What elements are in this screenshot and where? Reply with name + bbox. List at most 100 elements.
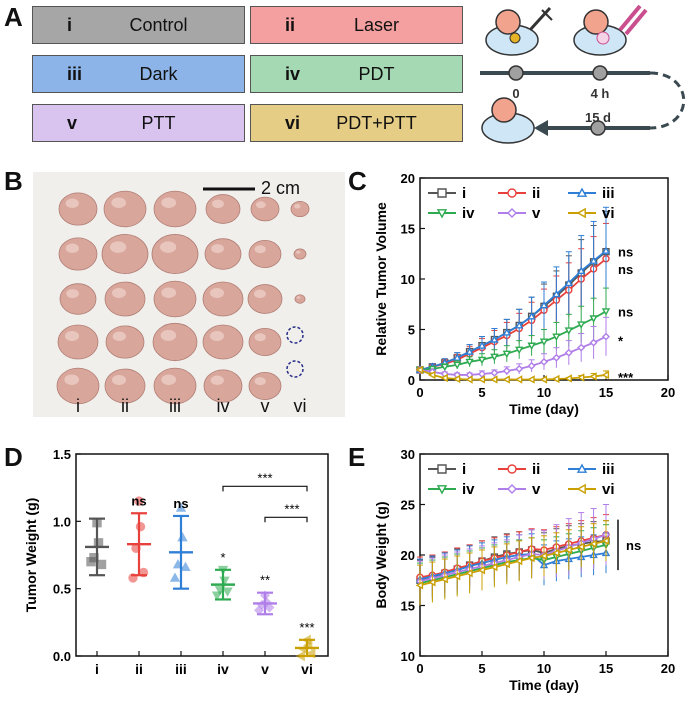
tumor-highlight bbox=[161, 287, 177, 298]
legend-label: vi bbox=[602, 481, 615, 498]
tumor-highlight bbox=[210, 331, 224, 341]
legend-label: iv bbox=[462, 481, 475, 498]
data-point bbox=[527, 311, 536, 320]
data-point bbox=[601, 370, 610, 380]
data-point bbox=[169, 572, 181, 582]
data-point bbox=[452, 374, 461, 384]
tumor-highlight bbox=[112, 331, 126, 342]
x-tick-label: 20 bbox=[661, 385, 675, 400]
mouse-injection-icon bbox=[485, 6, 553, 56]
data-point bbox=[465, 358, 474, 367]
series-line bbox=[419, 533, 607, 583]
tumor bbox=[101, 234, 149, 274]
data-point bbox=[465, 568, 473, 578]
series-v bbox=[416, 316, 610, 379]
data-point bbox=[502, 375, 510, 384]
tumor-photo-drawing: i ii iii iv v vi bbox=[56, 187, 310, 416]
tumor bbox=[104, 281, 146, 317]
data-point bbox=[540, 357, 548, 366]
significance-bracket bbox=[222, 485, 308, 492]
group-label: Control bbox=[129, 14, 188, 35]
data-point bbox=[489, 562, 498, 572]
data-point bbox=[564, 374, 572, 383]
tumor-highlight bbox=[210, 288, 224, 298]
significance-label: *** bbox=[299, 620, 314, 635]
legend-label: v bbox=[532, 205, 541, 222]
data-point bbox=[564, 545, 572, 555]
data-point bbox=[539, 300, 549, 309]
y-tick-label: 0.0 bbox=[53, 649, 71, 664]
data-point bbox=[465, 347, 474, 355]
chart-tumor-volume: 0 5 10 15 20 0 5 10 15 20 Time (day) Relative Tumor… bbox=[373, 171, 675, 417]
tumor-highlight bbox=[110, 241, 127, 253]
data-point bbox=[515, 321, 524, 329]
group-label: PDT+PTT bbox=[336, 112, 417, 133]
data-point bbox=[552, 333, 561, 342]
x-tick-label: vi bbox=[301, 661, 313, 677]
data-point bbox=[477, 356, 487, 365]
timepoint-label: 0 bbox=[512, 86, 519, 101]
data-point bbox=[589, 256, 598, 264]
data-point bbox=[452, 572, 461, 581]
data-point bbox=[453, 361, 462, 370]
x-tick-label: 5 bbox=[478, 385, 485, 400]
x-tick-label: 15 bbox=[599, 385, 613, 400]
x-tick-label: 0 bbox=[416, 661, 423, 676]
data-point bbox=[180, 561, 191, 572]
column-label: ii bbox=[121, 396, 129, 416]
x-tick-label: v bbox=[261, 661, 269, 677]
significance-label: *** bbox=[618, 370, 634, 385]
data-point bbox=[551, 374, 560, 384]
tumor-highlight bbox=[294, 204, 301, 209]
data-point bbox=[134, 496, 144, 506]
data-point bbox=[602, 332, 610, 341]
y-axis-label: Body Weight (g) bbox=[373, 501, 389, 608]
tumor-highlight bbox=[296, 250, 301, 254]
x-tick-label: iii bbox=[175, 661, 187, 677]
tumor bbox=[105, 325, 145, 359]
y-tick-label: 20 bbox=[401, 171, 415, 186]
timepoint-label: 15 d bbox=[585, 110, 611, 125]
group-label: Laser bbox=[353, 14, 400, 35]
data-point bbox=[453, 353, 462, 361]
group-box-iv: iv PDT bbox=[250, 55, 463, 93]
x-tick-label: 5 bbox=[478, 661, 485, 676]
empty-tumor-circle bbox=[286, 326, 304, 344]
data-point bbox=[564, 348, 573, 357]
x-tick-label: 10 bbox=[537, 385, 551, 400]
tumor-highlight bbox=[211, 199, 224, 209]
tumor-highlight bbox=[111, 197, 127, 208]
tumor-highlight bbox=[65, 198, 79, 209]
data-point bbox=[552, 289, 561, 298]
series-iii bbox=[415, 206, 611, 373]
tumor bbox=[59, 283, 97, 315]
data-point bbox=[478, 369, 486, 378]
tumor bbox=[152, 322, 198, 362]
legend-label: v bbox=[532, 481, 541, 498]
group-number: ii bbox=[285, 14, 296, 35]
y-tick-label: 25 bbox=[401, 498, 415, 513]
y-tick-label: 1.5 bbox=[53, 447, 71, 462]
data-point bbox=[601, 246, 611, 254]
group-number: i bbox=[67, 14, 73, 35]
data-point bbox=[552, 353, 561, 362]
plot-frame bbox=[75, 453, 329, 657]
data-point bbox=[589, 315, 598, 323]
data-point bbox=[527, 375, 535, 384]
panel-label-a: A bbox=[4, 2, 23, 32]
data-point bbox=[440, 363, 449, 372]
data-point bbox=[514, 375, 523, 384]
tumor bbox=[202, 281, 244, 317]
data-point bbox=[589, 338, 598, 347]
data-point bbox=[515, 364, 524, 373]
data-point bbox=[601, 308, 611, 316]
data-point bbox=[415, 581, 424, 590]
data-point bbox=[515, 346, 524, 355]
tumor bbox=[151, 234, 199, 274]
series-line bbox=[419, 539, 607, 587]
x-tick-label: iv bbox=[217, 661, 229, 677]
tumor bbox=[58, 192, 98, 226]
series-line bbox=[419, 335, 607, 376]
y-axis-label: Relative Tumor Volume bbox=[373, 202, 389, 356]
column-label: iv bbox=[217, 396, 230, 416]
